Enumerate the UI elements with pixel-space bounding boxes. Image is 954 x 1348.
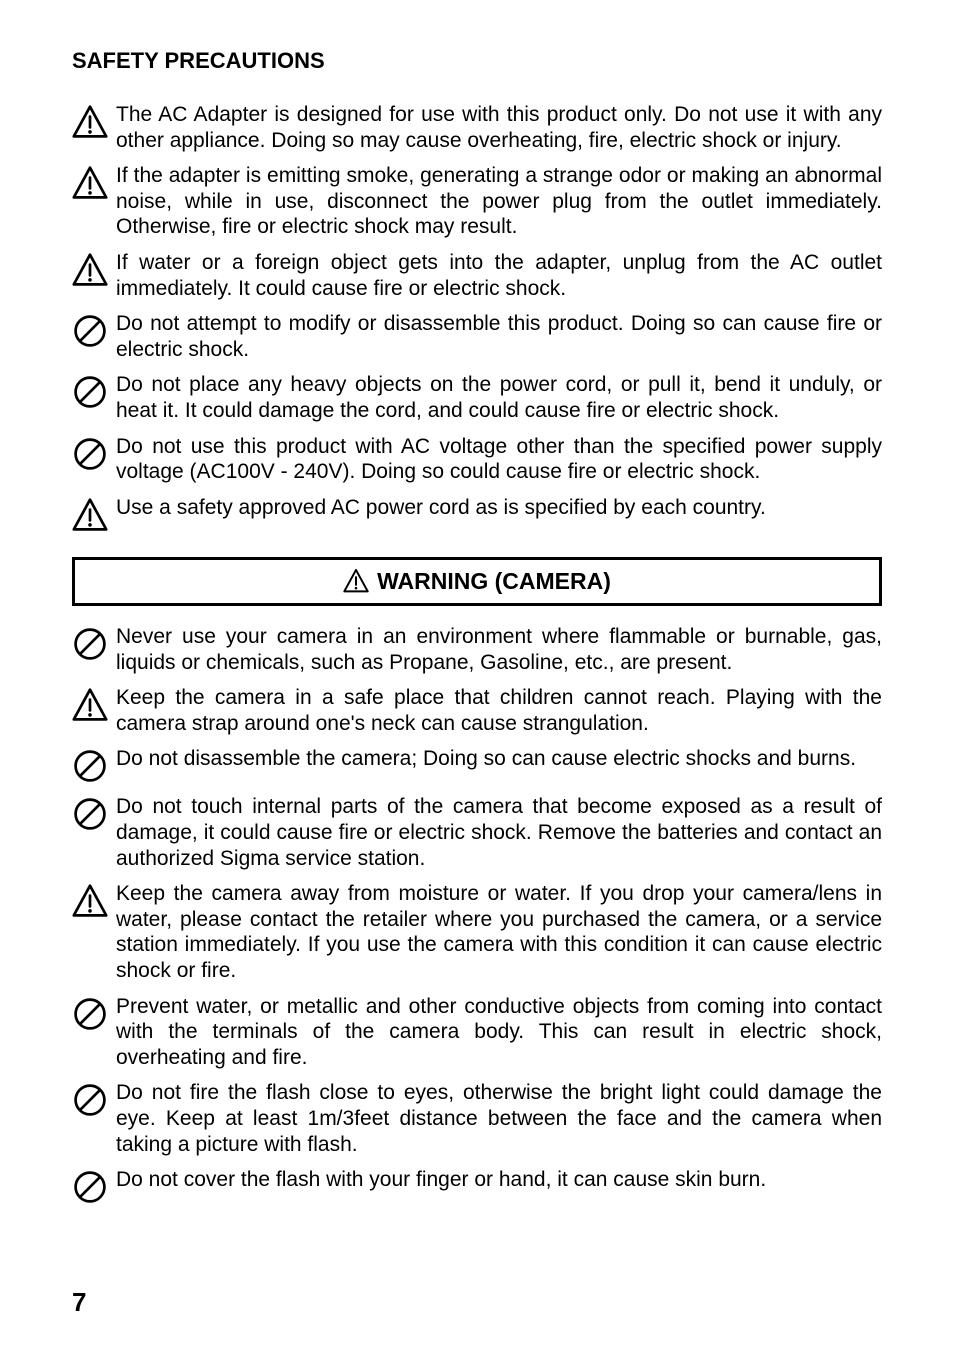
section-header-label: WARNING (CAMERA)	[377, 568, 611, 595]
precaution-text: Keep the camera away from moisture or wa…	[116, 881, 882, 983]
precaution-row: Keep the camera away from moisture or wa…	[72, 881, 882, 983]
precaution-text: Do not attempt to modify or disassemble …	[116, 311, 882, 362]
prohibit-circle-icon	[72, 372, 116, 410]
prohibit-circle-icon	[72, 624, 116, 662]
precaution-row: If the adapter is emitting smoke, genera…	[72, 163, 882, 240]
section-adapter: The AC Adapter is designed for use with …	[72, 102, 882, 533]
precaution-text: Do not touch internal parts of the camer…	[116, 794, 882, 871]
section-camera: Never use your camera in an environment …	[72, 624, 882, 1205]
warning-triangle-icon	[72, 250, 116, 288]
precaution-text: Do not cover the flash with your finger …	[116, 1167, 882, 1193]
prohibit-circle-icon	[72, 311, 116, 349]
precaution-text: The AC Adapter is designed for use with …	[116, 102, 882, 153]
warning-triangle-icon	[72, 495, 116, 533]
precaution-row: Do not disassemble the camera; Doing so …	[72, 746, 882, 784]
warning-triangle-icon	[343, 568, 369, 594]
precaution-text: Keep the camera in a safe place that chi…	[116, 685, 882, 736]
precaution-row: Keep the camera in a safe place that chi…	[72, 685, 882, 736]
prohibit-circle-icon	[72, 994, 116, 1032]
precaution-row: Do not attempt to modify or disassemble …	[72, 311, 882, 362]
section-header-camera: WARNING (CAMERA)	[72, 557, 882, 606]
precaution-row: Prevent water, or metallic and other con…	[72, 994, 882, 1071]
prohibit-circle-icon	[72, 434, 116, 472]
precaution-row: Do not touch internal parts of the camer…	[72, 794, 882, 871]
page-heading: SAFETY PRECAUTIONS	[72, 48, 882, 74]
precaution-row: Do not cover the flash with your finger …	[72, 1167, 882, 1205]
precaution-text: Never use your camera in an environment …	[116, 624, 882, 675]
precaution-row: The AC Adapter is designed for use with …	[72, 102, 882, 153]
precaution-text: Do not place any heavy objects on the po…	[116, 372, 882, 423]
precaution-text: Do not fire the flash close to eyes, oth…	[116, 1080, 882, 1157]
precaution-row: If water or a foreign object gets into t…	[72, 250, 882, 301]
prohibit-circle-icon	[72, 746, 116, 784]
warning-triangle-icon	[72, 163, 116, 201]
prohibit-circle-icon	[72, 1167, 116, 1205]
precaution-text: If the adapter is emitting smoke, genera…	[116, 163, 882, 240]
warning-triangle-icon	[72, 102, 116, 140]
precaution-text: Do not disassemble the camera; Doing so …	[116, 746, 882, 772]
precaution-row: Do not place any heavy objects on the po…	[72, 372, 882, 423]
page-number: 7	[72, 1287, 86, 1318]
precaution-row: Never use your camera in an environment …	[72, 624, 882, 675]
warning-triangle-icon	[72, 881, 116, 919]
precaution-text: If water or a foreign object gets into t…	[116, 250, 882, 301]
precaution-row: Do not fire the flash close to eyes, oth…	[72, 1080, 882, 1157]
prohibit-circle-icon	[72, 794, 116, 832]
precaution-row: Do not use this product with AC voltage …	[72, 434, 882, 485]
precaution-text: Use a safety approved AC power cord as i…	[116, 495, 882, 521]
warning-triangle-icon	[72, 685, 116, 723]
precaution-text: Do not use this product with AC voltage …	[116, 434, 882, 485]
precaution-text: Prevent water, or metallic and other con…	[116, 994, 882, 1071]
precaution-row: Use a safety approved AC power cord as i…	[72, 495, 882, 533]
prohibit-circle-icon	[72, 1080, 116, 1118]
